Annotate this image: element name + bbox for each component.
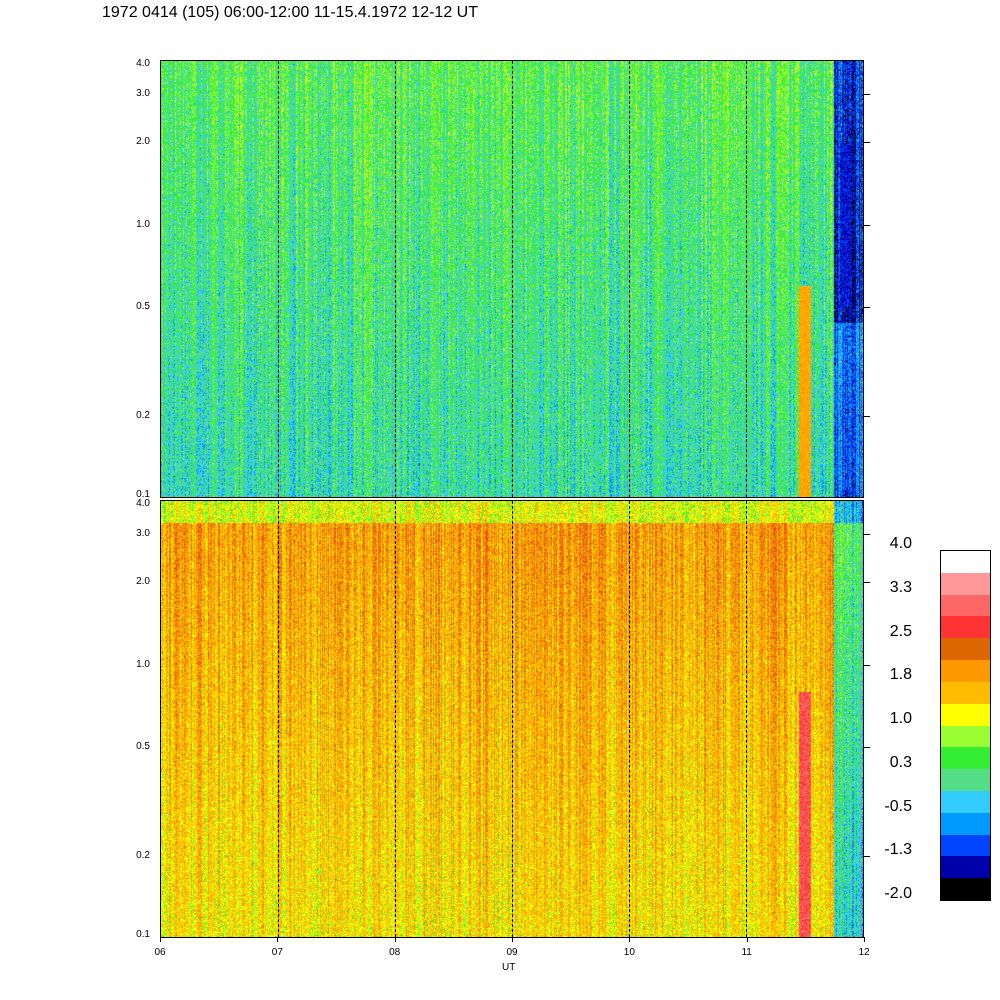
x-tick-mark (746, 937, 748, 942)
y-tick-label: 0.5 (136, 300, 150, 312)
y-tick-label: 2.0 (136, 136, 150, 148)
colorbar-segment (941, 681, 990, 704)
hour-gridline (512, 61, 513, 497)
colorbar-label: -1.3 (884, 841, 912, 859)
colorbar-label: -2.0 (884, 885, 912, 902)
colorbar-segment (941, 878, 990, 900)
x-tick-mark (160, 937, 161, 942)
x-tick-label: 12 (858, 947, 870, 958)
y-tick-mark (864, 534, 870, 536)
colorbar-segment (941, 834, 990, 857)
colorbar-label: 1.0 (889, 710, 912, 727)
colorbar-segment (941, 747, 990, 770)
colorbar-segment (941, 660, 990, 682)
x-tick-mark (394, 937, 396, 942)
colorbar-label: 4.0 (889, 535, 912, 552)
x-tick-label: 09 (506, 947, 518, 958)
y-tick-mark (864, 582, 870, 584)
x-tick-mark (277, 937, 279, 942)
y-tick-mark (864, 142, 870, 144)
colorbar-segment (941, 572, 990, 595)
colorbar-segment (941, 551, 990, 573)
colorbar-label: 0.3 (889, 753, 912, 771)
y-tick-mark (864, 415, 870, 417)
y-tick-label: 1.0 (136, 658, 150, 670)
y-tick-label: 2.0 (136, 576, 150, 588)
y-tick-label: 3.0 (136, 88, 150, 100)
x-tick-mark (864, 937, 865, 942)
y-tick-label: 0.2 (136, 849, 150, 861)
y-tick-mark (864, 664, 870, 666)
y-tick-label: 0.1 (136, 489, 150, 500)
y-tick-label: 0.5 (136, 740, 150, 752)
chart-title: 1972 0414 (105) 06:00-12:00 11-15.4.1972… (102, 4, 478, 21)
y-tick-label: 0.2 (136, 409, 150, 421)
colorbar-segment (941, 616, 990, 639)
x-tick-label: 07 (271, 947, 283, 958)
spectrogram-bottom (160, 500, 864, 938)
y-tick-mark (864, 855, 870, 857)
colorbar-segment (941, 812, 990, 835)
colorbar-label: 1.8 (889, 666, 912, 684)
hour-gridline (629, 501, 630, 937)
x-axis-title: UT (502, 962, 516, 973)
y-tick-label: 3.0 (136, 528, 150, 540)
hour-gridline (746, 61, 747, 497)
colorbar-segment (941, 769, 990, 791)
y-tick-label: 4.0 (136, 58, 150, 69)
hour-gridline (278, 501, 279, 937)
colorbar-label: 2.5 (889, 622, 912, 640)
y-tick-label: 4.0 (136, 498, 150, 509)
x-tick-label: 06 (154, 947, 166, 958)
colorbar-segment (941, 725, 990, 748)
y-tick-mark (864, 746, 870, 748)
colorbar (940, 550, 991, 901)
spectrogram-top (160, 60, 864, 498)
hour-gridline (512, 501, 513, 937)
colorbar-segment (941, 790, 990, 813)
x-tick-mark (629, 937, 631, 942)
colorbar-label: 3.3 (889, 578, 912, 596)
colorbar-label: -0.5 (884, 797, 912, 815)
hour-gridline (395, 501, 396, 937)
y-tick-mark (864, 306, 870, 308)
colorbar-segment (941, 856, 990, 879)
colorbar-segment (941, 638, 990, 661)
x-tick-mark (512, 937, 513, 942)
x-tick-label: 08 (389, 947, 401, 958)
y-tick-label: 1.0 (136, 218, 150, 230)
hour-gridline (746, 501, 747, 937)
x-tick-label: 11 (741, 947, 752, 958)
hour-gridline (278, 61, 279, 497)
colorbar-segment (941, 594, 990, 617)
colorbar-segment (941, 703, 990, 726)
hour-gridline (629, 61, 630, 497)
y-tick-mark (864, 94, 870, 96)
y-tick-mark (864, 224, 870, 226)
hour-gridline (395, 61, 396, 497)
x-tick-label: 10 (623, 947, 635, 958)
y-tick-label: 0.1 (136, 929, 150, 940)
